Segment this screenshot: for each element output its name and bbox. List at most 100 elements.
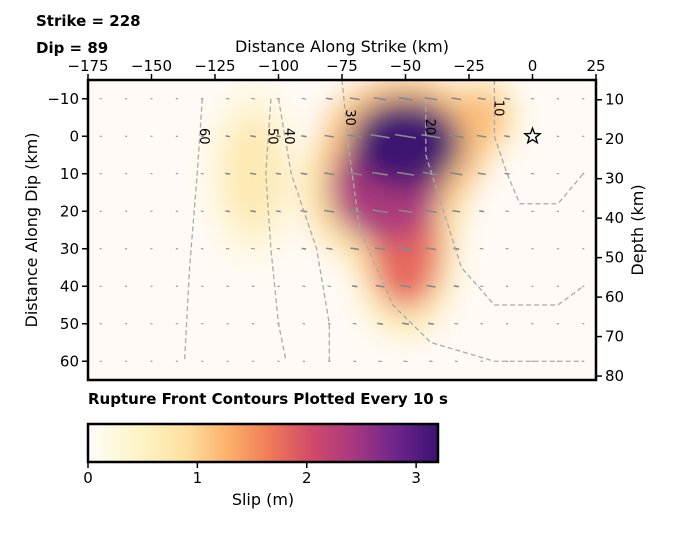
slip-vector <box>451 97 462 101</box>
colorbar-tick-label: 1 <box>193 469 203 487</box>
colorbar-tick-label: 0 <box>83 469 93 487</box>
slip-vector <box>452 209 461 213</box>
y-tick-label: 40 <box>60 277 79 295</box>
x-tick-label: −50 <box>390 57 422 75</box>
slip-vector <box>424 96 438 101</box>
x-axis-ticks: −175 −150 −125 −100 −75 −50 −25 0 25 <box>67 57 606 80</box>
y-tick-label: 50 <box>60 315 79 333</box>
strike-annotation: Strike = 228 <box>36 12 141 30</box>
slip-vectors <box>99 96 585 363</box>
slip-patch <box>456 87 508 148</box>
slip-vector <box>275 172 282 175</box>
slip-vector <box>250 135 256 138</box>
hypocenter-star-shape <box>523 126 542 145</box>
slip-vector <box>477 97 486 101</box>
slip-vector <box>504 97 510 100</box>
y-axis-label: Distance Along Dip (km) <box>22 133 41 328</box>
x-tick-label: −125 <box>194 57 235 75</box>
y-tick-label: 30 <box>60 240 79 258</box>
slip-vector <box>250 210 256 213</box>
slip-vector <box>429 360 433 363</box>
rupture-contour-label: 10 <box>490 100 505 117</box>
slip-vector <box>453 247 460 251</box>
rupture-contour-label: 50 <box>264 128 279 145</box>
slip-vector <box>251 247 256 250</box>
slip-vector <box>401 322 410 326</box>
x-tick-label: −100 <box>258 57 299 75</box>
slip-vector <box>372 171 389 176</box>
y2-tick-label: 50 <box>605 249 624 267</box>
x-tick-label: −75 <box>326 57 358 75</box>
slip-vector <box>251 97 256 100</box>
slip-vector <box>301 135 307 138</box>
slip-vector <box>398 246 413 251</box>
slip-vector <box>276 135 281 138</box>
slip-vector <box>476 134 487 138</box>
rupture-contour-label: 20 <box>422 119 437 136</box>
plot-area <box>88 80 596 380</box>
rupture-contour-label: 60 <box>196 128 211 145</box>
slip-vector <box>477 172 486 176</box>
slip-vector <box>249 172 257 176</box>
y-tick-label: 10 <box>60 165 79 183</box>
slip-vector <box>505 210 509 212</box>
slip-vector <box>373 96 387 101</box>
slip-vector <box>396 171 415 176</box>
slip-vector <box>347 209 362 214</box>
slip-vector <box>398 96 413 101</box>
x-tick-label: 25 <box>586 57 605 75</box>
slip-patch <box>349 98 462 189</box>
rupture-contour-line <box>265 98 287 362</box>
slip-vector <box>347 134 363 139</box>
x-tick-label: −150 <box>131 57 172 75</box>
rupture-contour-label: 40 <box>281 128 296 145</box>
slip-vector <box>479 247 484 250</box>
colorbar-label: Slip (m) <box>232 490 294 509</box>
slip-vector <box>422 171 439 176</box>
slip-vector <box>448 134 464 139</box>
slip-vector <box>225 247 230 250</box>
slip-vector <box>300 172 308 176</box>
slip-vector <box>453 285 459 288</box>
slip-vector <box>479 210 485 213</box>
slip-vector <box>394 133 417 139</box>
x-tick-label: 0 <box>528 57 538 75</box>
slip-vector <box>399 284 412 288</box>
slip-vector <box>378 360 382 363</box>
y-tick-label: 20 <box>60 202 79 220</box>
rupture-contour-line <box>277 98 330 362</box>
rupture-contour-line <box>493 80 584 205</box>
x-tick-label: −175 <box>67 57 108 75</box>
rupture-contour-line <box>183 98 203 362</box>
rupture-contour-line <box>341 80 584 362</box>
y2-tick-label: 40 <box>605 209 624 227</box>
slip-vector <box>450 171 463 176</box>
slip-vector <box>324 209 335 213</box>
y-tick-label: −10 <box>47 90 79 108</box>
slip-vector <box>325 247 333 251</box>
dip-annotation: Dip = 89 <box>36 39 108 57</box>
slip-vector <box>324 134 335 138</box>
slip-vector <box>325 97 333 101</box>
slip-vector <box>427 322 434 326</box>
y-tick-label: 0 <box>69 127 79 145</box>
rupture-contour-line <box>425 98 584 306</box>
slip-vector <box>377 322 384 326</box>
slip-vector <box>276 247 281 250</box>
colorbar-tick-label: 3 <box>411 469 421 487</box>
slip-vector <box>352 285 358 288</box>
slip-vector <box>225 135 231 138</box>
slip-vector <box>398 209 413 214</box>
y2-tick-label: 80 <box>605 367 624 385</box>
slip-vector <box>375 284 385 288</box>
slip-vector <box>327 285 332 288</box>
slip-vector <box>426 284 436 288</box>
slip-vector <box>374 247 386 251</box>
slip-vector <box>504 135 510 138</box>
hypocenter-star <box>523 126 542 145</box>
slip-vector <box>425 209 437 213</box>
slip-vector <box>350 247 360 251</box>
y2-tick-label: 10 <box>605 91 624 109</box>
